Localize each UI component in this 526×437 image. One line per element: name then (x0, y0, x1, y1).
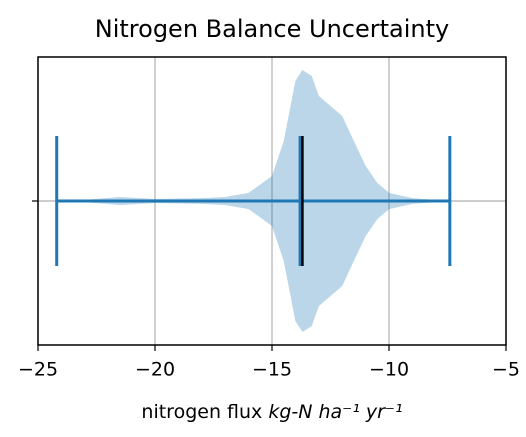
x-tick-label: −15 (252, 359, 292, 381)
x-axis-label-text: nitrogen flux (141, 401, 262, 423)
x-tick-label: −20 (135, 359, 175, 381)
x-axis-label-unit: kg-N ha⁻¹ yr⁻¹ (268, 401, 402, 423)
plot-frame (37, 56, 507, 346)
x-tick-label: −10 (369, 359, 409, 381)
x-tick-label: −5 (492, 359, 520, 381)
chart-title: Nitrogen Balance Uncertainty (95, 15, 449, 43)
x-axis-label: nitrogen flux kg-N ha⁻¹ yr⁻¹ (141, 401, 402, 423)
x-tick-label: −25 (18, 359, 58, 381)
